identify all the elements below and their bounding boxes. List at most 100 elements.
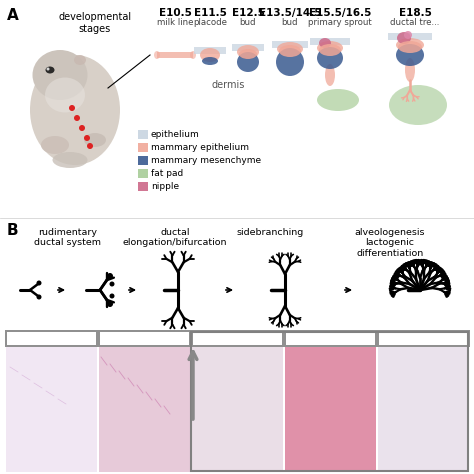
Ellipse shape (433, 265, 437, 268)
Ellipse shape (319, 38, 331, 48)
Ellipse shape (418, 260, 421, 263)
Ellipse shape (447, 292, 450, 295)
Ellipse shape (396, 38, 424, 52)
Ellipse shape (439, 267, 442, 270)
Ellipse shape (237, 45, 259, 59)
Ellipse shape (416, 261, 419, 264)
Ellipse shape (30, 55, 120, 165)
Ellipse shape (391, 287, 394, 291)
Ellipse shape (395, 271, 398, 274)
Bar (138, 156, 148, 165)
Ellipse shape (445, 280, 448, 283)
Ellipse shape (424, 261, 428, 264)
Ellipse shape (392, 278, 396, 281)
Ellipse shape (391, 285, 394, 289)
Ellipse shape (389, 287, 392, 290)
Ellipse shape (436, 265, 439, 268)
Bar (192, 347, 283, 472)
Ellipse shape (402, 264, 405, 266)
Ellipse shape (447, 283, 450, 286)
Ellipse shape (401, 268, 405, 271)
Ellipse shape (403, 266, 406, 269)
Ellipse shape (428, 261, 432, 264)
Ellipse shape (417, 261, 420, 264)
Ellipse shape (441, 273, 445, 276)
Ellipse shape (397, 32, 411, 44)
Ellipse shape (410, 264, 413, 267)
Bar (378, 347, 469, 472)
Ellipse shape (392, 275, 395, 278)
Ellipse shape (435, 268, 438, 271)
Text: sidebranching: sidebranching (237, 228, 304, 237)
Ellipse shape (445, 275, 447, 278)
Ellipse shape (404, 263, 407, 266)
Ellipse shape (430, 261, 433, 264)
Ellipse shape (389, 289, 392, 292)
Ellipse shape (407, 261, 410, 264)
Ellipse shape (428, 262, 431, 264)
Ellipse shape (409, 261, 411, 264)
Ellipse shape (389, 285, 392, 288)
Text: placode: placode (193, 18, 227, 27)
Ellipse shape (437, 268, 440, 272)
Ellipse shape (427, 264, 430, 267)
Ellipse shape (447, 281, 450, 283)
Text: E15.5/16.5: E15.5/16.5 (309, 8, 371, 18)
Ellipse shape (53, 152, 88, 168)
Ellipse shape (447, 282, 450, 285)
Ellipse shape (200, 48, 220, 62)
Ellipse shape (41, 136, 69, 154)
Ellipse shape (438, 269, 441, 273)
Ellipse shape (409, 261, 412, 264)
Bar (379, 332, 468, 345)
Ellipse shape (396, 269, 399, 273)
Text: alveologenesis
lactogenic
differentiation: alveologenesis lactogenic differentiatio… (355, 228, 425, 258)
Ellipse shape (413, 259, 416, 262)
Ellipse shape (395, 273, 399, 277)
Ellipse shape (447, 294, 449, 297)
Bar (157, 52, 193, 58)
Ellipse shape (46, 67, 49, 71)
Ellipse shape (443, 273, 446, 275)
Ellipse shape (447, 284, 449, 287)
Text: puberty: puberty (31, 334, 72, 344)
Ellipse shape (430, 264, 433, 267)
Ellipse shape (429, 263, 433, 266)
Ellipse shape (393, 277, 397, 280)
Ellipse shape (417, 259, 420, 262)
Ellipse shape (237, 52, 259, 72)
Ellipse shape (435, 264, 438, 267)
Ellipse shape (389, 85, 447, 125)
Ellipse shape (425, 262, 429, 265)
Ellipse shape (439, 270, 442, 273)
Ellipse shape (325, 64, 335, 86)
Bar (286, 332, 375, 345)
Ellipse shape (79, 125, 85, 131)
Ellipse shape (410, 262, 414, 265)
Ellipse shape (431, 262, 434, 265)
Ellipse shape (410, 261, 413, 264)
Ellipse shape (447, 282, 450, 285)
Ellipse shape (413, 259, 416, 263)
Ellipse shape (317, 89, 359, 111)
Ellipse shape (406, 262, 409, 265)
Ellipse shape (432, 262, 435, 265)
Ellipse shape (441, 269, 444, 273)
Ellipse shape (420, 261, 424, 264)
Ellipse shape (424, 259, 427, 263)
Ellipse shape (422, 259, 425, 262)
Ellipse shape (437, 265, 439, 268)
Ellipse shape (415, 259, 418, 262)
Ellipse shape (443, 277, 447, 280)
Ellipse shape (427, 261, 430, 264)
Ellipse shape (391, 291, 394, 294)
Ellipse shape (428, 264, 431, 267)
Ellipse shape (435, 264, 438, 266)
Ellipse shape (317, 41, 343, 55)
Bar (6, 347, 97, 472)
Ellipse shape (389, 291, 392, 293)
Bar (272, 41, 308, 48)
Ellipse shape (397, 268, 400, 271)
Ellipse shape (401, 265, 404, 268)
Ellipse shape (393, 274, 396, 277)
